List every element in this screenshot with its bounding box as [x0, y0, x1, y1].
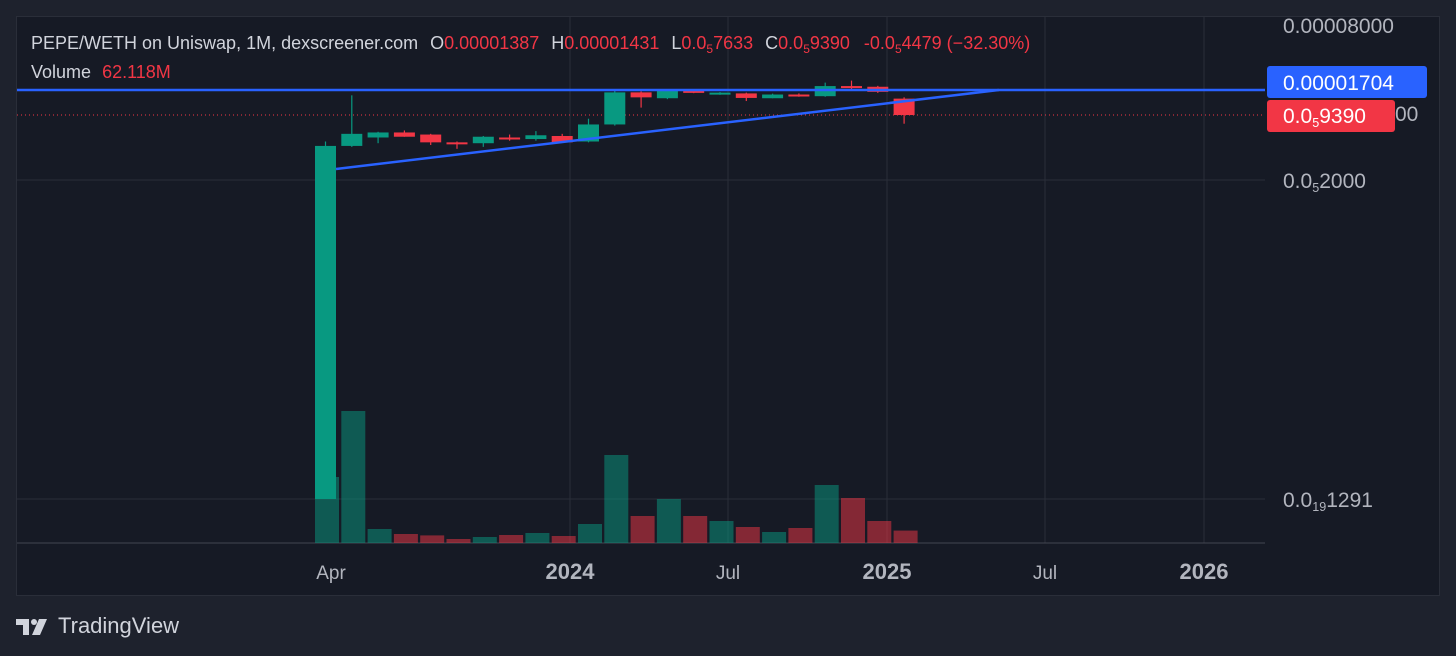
open-label: O	[430, 33, 445, 53]
candle-body	[604, 92, 626, 125]
candle-body	[525, 135, 547, 140]
candle	[762, 93, 784, 99]
volume-value: 62.118M	[102, 62, 171, 82]
volume-bar	[762, 532, 787, 543]
candle	[446, 141, 468, 149]
candle-body	[551, 135, 573, 143]
candle-body	[841, 86, 862, 89]
candle	[393, 130, 415, 137]
volume-bar	[341, 411, 366, 543]
volume-bar	[367, 529, 392, 543]
volume-bar	[578, 524, 602, 543]
candle	[499, 134, 521, 141]
x-tick-label: 2025	[863, 559, 912, 584]
grid	[17, 17, 1265, 543]
volume-label: Volume	[31, 62, 92, 82]
x-tick-label: 2026	[1180, 559, 1229, 584]
volume-bar	[420, 535, 445, 543]
candle	[604, 89, 626, 126]
candle-body	[788, 94, 810, 97]
volume-bar	[814, 485, 839, 543]
close-value: 0.059390	[778, 33, 850, 56]
candle	[841, 80, 862, 90]
candle-body	[446, 142, 468, 145]
candle	[656, 89, 678, 100]
volume-bar	[867, 521, 892, 543]
volume-bar	[893, 530, 918, 543]
y-tick-label: 0.052000	[1283, 170, 1366, 195]
low-label: L	[671, 33, 682, 53]
candle	[525, 131, 547, 141]
candle-body	[735, 93, 757, 98]
volume-bar	[446, 539, 471, 543]
candlestick-chart[interactable]: Apr 2024 Jul 2025 Jul 2026 0.00008000 0.052000 0…	[17, 17, 1441, 597]
price-tag-bg	[1267, 66, 1427, 98]
volume-bar	[472, 537, 497, 543]
candle	[420, 133, 442, 146]
close-label: C	[765, 33, 779, 53]
x-tick-label: 2024	[546, 559, 596, 584]
tradingview-logo-icon	[16, 619, 47, 635]
candle-body	[630, 92, 652, 98]
volume-bar	[551, 536, 576, 543]
high-value: 0.00001431	[564, 33, 660, 53]
volume-bar	[709, 521, 734, 543]
x-tick-label: Jul	[716, 563, 740, 584]
x-tick-label: Apr	[316, 563, 346, 584]
volume-bar	[630, 516, 655, 543]
price-tag-bg	[1267, 100, 1395, 132]
volume-bar	[656, 499, 681, 543]
candle-body	[367, 132, 389, 138]
candle-body	[762, 94, 784, 99]
open-value: 0.00001387	[444, 33, 540, 53]
volume-bar	[525, 533, 550, 543]
tradingview-brand: TradingView	[58, 613, 180, 638]
y-tick-label: 00	[1395, 103, 1418, 126]
volume-bar	[499, 535, 524, 543]
price-tag-label: 0.059390	[1283, 105, 1366, 130]
candle	[788, 93, 810, 97]
candle	[367, 131, 389, 144]
chart-panel[interactable]: Apr 2024 Jul 2025 Jul 2026 0.00008000 0.052000 0…	[16, 16, 1440, 596]
change-value: -0.054479 (−32.30%)	[863, 33, 1031, 56]
legend-ohlc: PEPE/WETH on Uniswap, 1M, dexscreener.co…	[31, 33, 1031, 56]
volume-bar	[683, 516, 708, 543]
volume-bar	[604, 455, 629, 543]
candle-body	[393, 132, 415, 137]
volume-bar	[735, 527, 760, 543]
volume-bar	[841, 498, 865, 543]
candle-body	[683, 90, 705, 93]
volume-bar	[393, 534, 418, 543]
legend-volume: Volume 62.118M	[31, 62, 171, 83]
candle	[735, 92, 757, 102]
candle-body	[472, 136, 494, 144]
high-label: H	[551, 33, 565, 53]
candle	[709, 92, 731, 95]
candle-body	[499, 137, 521, 140]
candle-body	[341, 133, 363, 146]
x-tick-label: Jul	[1033, 563, 1057, 584]
price-tag-label: 0.00001704	[1283, 72, 1394, 95]
y-tick-label: 0.0191291	[1283, 489, 1373, 514]
candle-body	[656, 90, 678, 99]
candle	[630, 91, 652, 108]
y-tick-label: 0.00008000	[1283, 17, 1394, 38]
candle-body	[709, 92, 731, 95]
tradingview-footer[interactable]: TradingView	[16, 613, 179, 639]
candle-body	[315, 145, 336, 499]
candle	[472, 135, 494, 147]
candle	[341, 95, 363, 147]
candles	[315, 80, 915, 499]
trendline	[335, 88, 999, 171]
pair-title: PEPE/WETH on Uniswap, 1M, dexscreener.co…	[31, 33, 419, 53]
candle	[315, 141, 336, 499]
volume-bars	[315, 411, 918, 543]
volume-bar	[788, 528, 813, 543]
candle-body	[420, 134, 442, 143]
low-value: 0.057633	[681, 33, 754, 56]
